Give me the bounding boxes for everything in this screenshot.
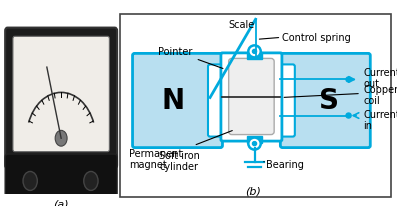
FancyBboxPatch shape [280, 54, 370, 148]
Circle shape [55, 131, 67, 146]
Circle shape [23, 172, 37, 191]
FancyBboxPatch shape [133, 54, 222, 148]
Circle shape [248, 138, 261, 150]
FancyBboxPatch shape [5, 154, 117, 197]
FancyBboxPatch shape [208, 65, 222, 137]
Text: N: N [161, 87, 185, 115]
FancyBboxPatch shape [221, 54, 282, 141]
Circle shape [252, 142, 256, 146]
FancyBboxPatch shape [280, 65, 295, 137]
Circle shape [248, 46, 261, 58]
Circle shape [84, 172, 98, 191]
Text: Current
out: Current out [363, 67, 397, 89]
Circle shape [346, 114, 351, 118]
FancyBboxPatch shape [247, 53, 262, 60]
FancyBboxPatch shape [247, 136, 262, 143]
Circle shape [252, 50, 256, 54]
Text: Bearing: Bearing [266, 159, 304, 169]
Text: Control spring: Control spring [282, 33, 351, 43]
FancyBboxPatch shape [5, 28, 117, 169]
Text: (b): (b) [245, 186, 261, 196]
FancyBboxPatch shape [13, 37, 109, 152]
Text: Scale: Scale [228, 20, 254, 30]
FancyBboxPatch shape [120, 15, 391, 197]
FancyBboxPatch shape [229, 59, 274, 135]
Text: S: S [319, 87, 339, 115]
Text: Permanent
magnet: Permanent magnet [129, 148, 183, 169]
Text: Copper
coil: Copper coil [363, 84, 397, 106]
Text: (a): (a) [53, 198, 69, 206]
Text: Soft iron
cylinder: Soft iron cylinder [159, 150, 199, 171]
Text: Current
in: Current in [363, 109, 397, 131]
Text: Pointer: Pointer [158, 47, 223, 69]
Circle shape [346, 78, 351, 83]
